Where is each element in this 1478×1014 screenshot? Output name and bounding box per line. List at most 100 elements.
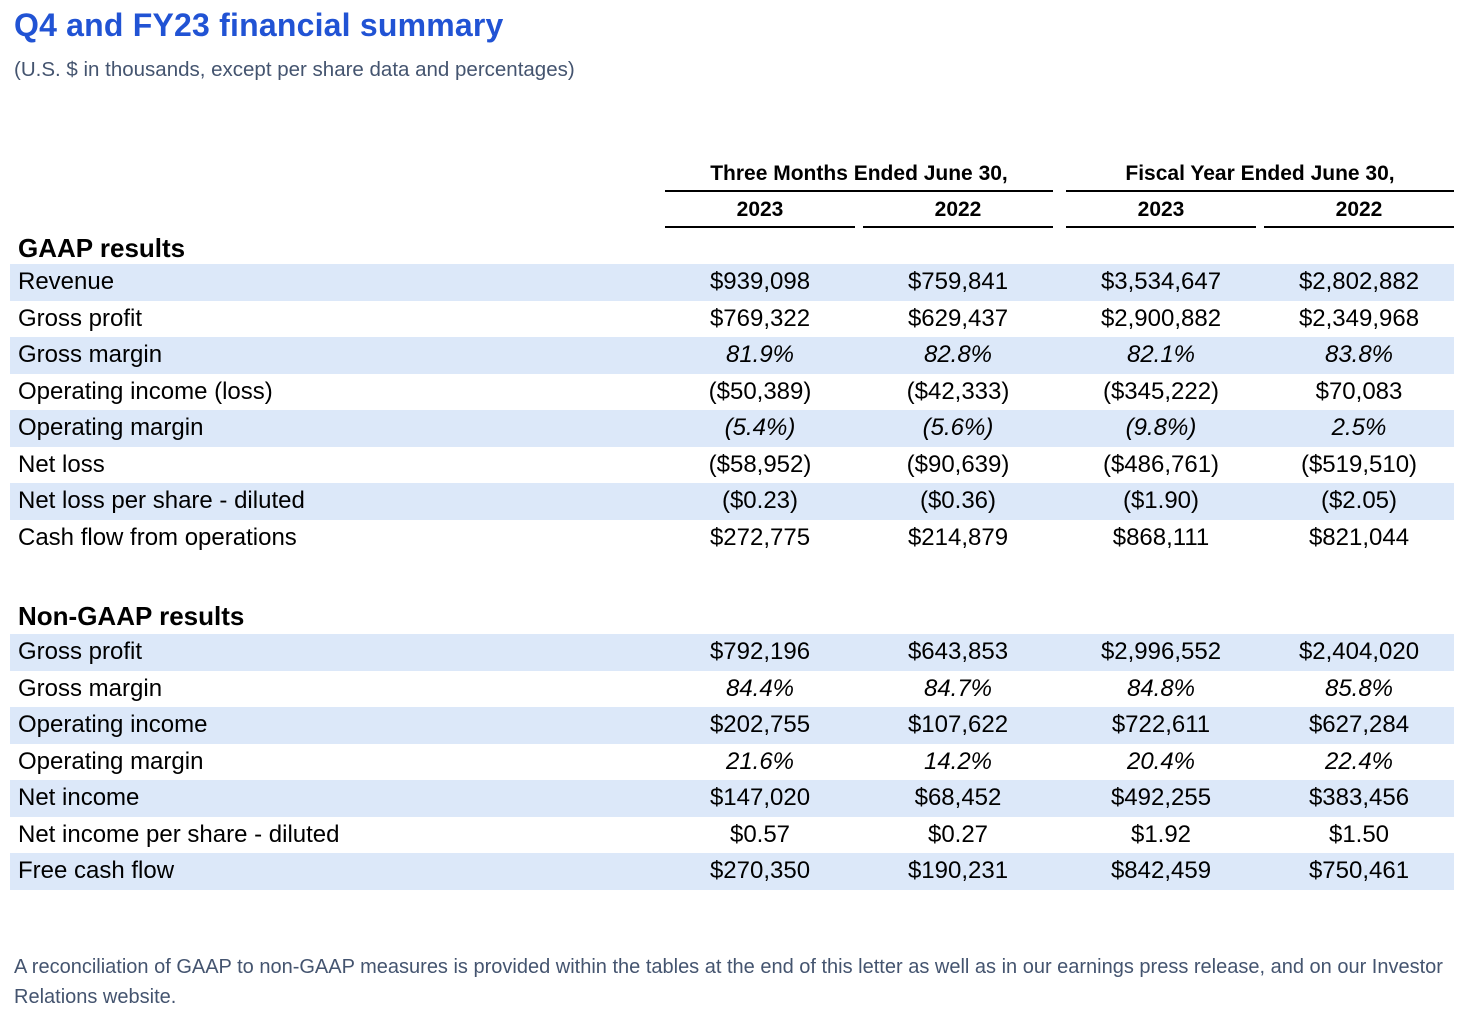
value-cell: $842,459 [1110, 857, 1212, 885]
header-label-spacer [10, 162, 665, 228]
table-row: Operating income (loss) ($50,389) ($42,3… [10, 374, 1454, 411]
value-cell: 84.7% [923, 674, 993, 702]
value-cell: $68,452 [914, 784, 1002, 812]
table-row: Gross profit $792,196 $643,853 $2,996,55… [10, 634, 1454, 671]
value-cell: $750,461 [1308, 857, 1410, 885]
column-group-label: Three Months Ended June 30, [665, 162, 1053, 192]
table-row: Net loss per share - diluted ($0.23) ($0… [10, 483, 1454, 520]
value-cell: ($50,389) [708, 377, 812, 405]
row-label: Gross profit [18, 638, 143, 666]
column-group-label: Fiscal Year Ended June 30, [1066, 162, 1454, 192]
value-cell: $2,900,882 [1100, 304, 1222, 332]
year-header: 2022 [1264, 199, 1454, 228]
value-cell: 84.4% [725, 674, 795, 702]
section-heading-non-gaap: Non-GAAP results [18, 601, 245, 631]
value-cell: $383,456 [1308, 784, 1410, 812]
row-label: Revenue [18, 268, 115, 296]
table-row: Gross margin 81.9% 82.8% 82.1% 83.8% [10, 337, 1454, 374]
value-cell: ($486,761) [1102, 450, 1220, 478]
value-cell: $1.50 [1328, 820, 1390, 848]
value-cell: $627,284 [1308, 711, 1410, 739]
value-cell: (5.4%) [724, 414, 796, 442]
table-row: Operating margin 21.6% 14.2% 20.4% 22.4% [10, 744, 1454, 781]
value-cell: ($0.36) [919, 487, 997, 515]
column-group-three-months: Three Months Ended June 30, 2023 2022 [665, 162, 1053, 228]
value-cell: ($1.90) [1122, 487, 1200, 515]
value-cell: $202,755 [709, 711, 811, 739]
value-cell: ($0.23) [721, 487, 799, 515]
value-cell: $3,534,647 [1100, 268, 1222, 296]
table-row: Net income per share - diluted $0.57 $0.… [10, 817, 1454, 854]
table-row: Revenue $939,098 $759,841 $3,534,647 $2,… [10, 264, 1454, 301]
table-row: Operating income $202,755 $107,622 $722,… [10, 707, 1454, 744]
value-cell: ($2.05) [1320, 487, 1398, 515]
value-cell: $2,802,882 [1298, 268, 1420, 296]
row-label: Gross margin [18, 674, 163, 702]
table-row: Net loss ($58,952) ($90,639) ($486,761) … [10, 447, 1454, 484]
value-cell: $1.92 [1130, 820, 1192, 848]
row-label: Free cash flow [18, 857, 175, 885]
value-cell: 22.4% [1324, 747, 1394, 775]
financial-summary-table: Three Months Ended June 30, 2023 2022 Fi… [10, 162, 1454, 890]
value-cell: $0.57 [729, 820, 791, 848]
value-cell: 2.5% [1331, 414, 1387, 442]
value-cell: $2,996,552 [1100, 638, 1222, 666]
table-row: Net income $147,020 $68,452 $492,255 $38… [10, 780, 1454, 817]
value-cell: 20.4% [1126, 747, 1196, 775]
section-heading-gaap: GAAP results [18, 233, 186, 263]
row-label: Net income [18, 784, 140, 812]
value-cell: 85.8% [1324, 674, 1394, 702]
value-cell: $70,083 [1315, 377, 1403, 405]
column-group-fiscal-year: Fiscal Year Ended June 30, 2023 2022 [1066, 162, 1454, 228]
reconciliation-footnote: A reconciliation of GAAP to non-GAAP mea… [14, 955, 1443, 1008]
value-cell: $147,020 [709, 784, 811, 812]
row-label: Operating margin [18, 747, 204, 775]
table-header: Three Months Ended June 30, 2023 2022 Fi… [10, 162, 1454, 228]
table-row: Cash flow from operations $272,775 $214,… [10, 520, 1454, 557]
value-cell: $643,853 [907, 638, 1009, 666]
row-label: Operating margin [18, 414, 204, 442]
table-row: Gross profit $769,322 $629,437 $2,900,88… [10, 301, 1454, 338]
value-cell: $2,349,968 [1298, 304, 1420, 332]
value-cell: (9.8%) [1125, 414, 1197, 442]
value-cell: 82.1% [1126, 341, 1196, 369]
table-row: Gross margin 84.4% 84.7% 84.8% 85.8% [10, 671, 1454, 708]
value-cell: $722,611 [1111, 711, 1211, 739]
value-cell: 83.8% [1324, 341, 1394, 369]
row-label: Gross margin [18, 341, 163, 369]
row-label: Gross profit [18, 304, 143, 332]
value-cell: $214,879 [907, 523, 1009, 551]
row-label: Cash flow from operations [18, 523, 297, 551]
row-label: Net income per share - diluted [18, 820, 340, 848]
page-subtitle: (U.S. $ in thousands, except per share d… [14, 58, 575, 81]
financial-summary-page: Q4 and FY23 financial summary (U.S. $ in… [0, 6, 1478, 1012]
value-cell: $492,255 [1110, 784, 1212, 812]
value-cell: $792,196 [709, 638, 811, 666]
value-cell: $629,437 [907, 304, 1009, 332]
page-title: Q4 and FY23 financial summary [14, 7, 504, 43]
row-label: Operating income [18, 711, 208, 739]
value-cell: $759,841 [907, 268, 1009, 296]
value-cell: $107,622 [907, 711, 1009, 739]
value-cell: ($345,222) [1102, 377, 1220, 405]
year-header: 2023 [665, 199, 855, 228]
value-cell: 21.6% [725, 747, 795, 775]
value-cell: ($58,952) [708, 450, 812, 478]
table-row: Operating margin (5.4%) (5.6%) (9.8%) 2.… [10, 410, 1454, 447]
table-row: Free cash flow $270,350 $190,231 $842,45… [10, 853, 1454, 890]
value-cell: $769,322 [709, 304, 811, 332]
value-cell: $2,404,020 [1298, 638, 1420, 666]
value-cell: ($42,333) [906, 377, 1010, 405]
value-cell: $0.27 [927, 820, 989, 848]
value-cell: 82.8% [923, 341, 993, 369]
value-cell: 14.2% [923, 747, 993, 775]
value-cell: $272,775 [709, 523, 811, 551]
value-cell: $270,350 [709, 857, 811, 885]
year-header: 2022 [863, 199, 1053, 228]
value-cell: 81.9% [725, 341, 795, 369]
row-label: Operating income (loss) [18, 377, 273, 405]
value-cell: $190,231 [907, 857, 1009, 885]
value-cell: $868,111 [1112, 523, 1210, 551]
row-label: Net loss [18, 450, 105, 478]
value-cell: $821,044 [1308, 523, 1410, 551]
